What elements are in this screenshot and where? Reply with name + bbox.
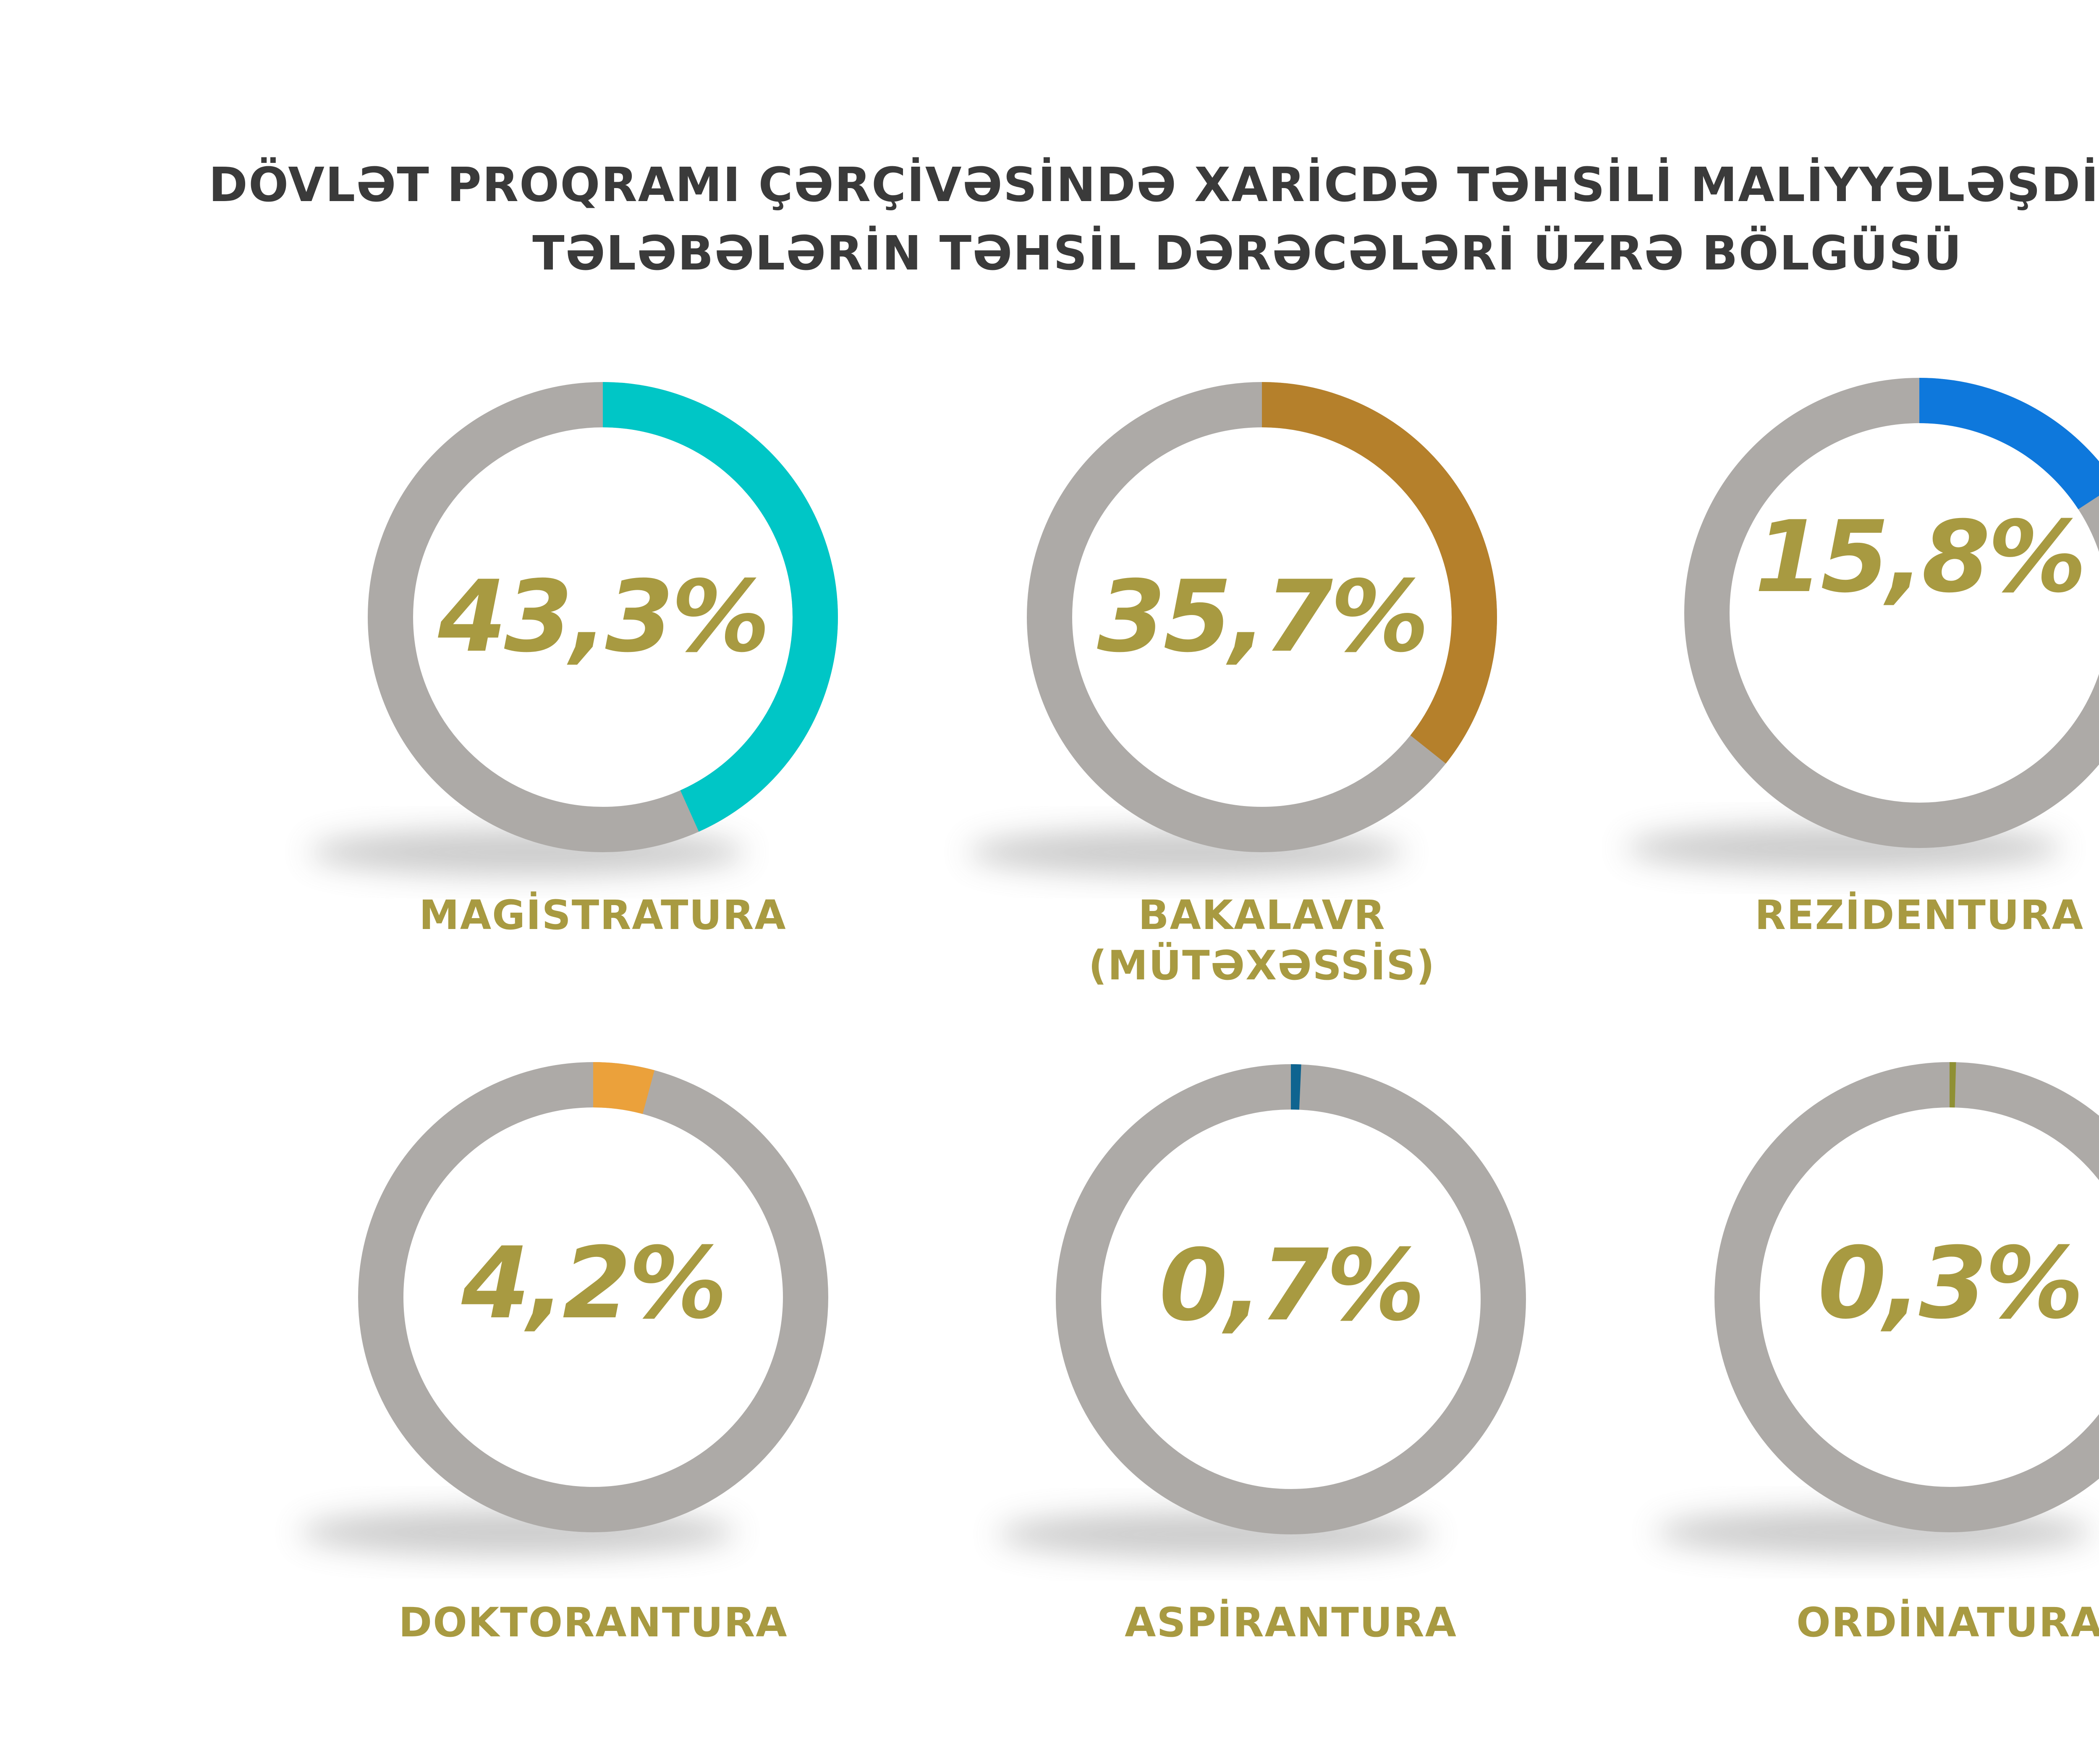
donut-svg (997, 1064, 1526, 1557)
value-aspirantura: 0,7% (1159, 1228, 1425, 1343)
label-text: MAGİSTRATURA (419, 892, 787, 939)
donut-svg (309, 382, 838, 875)
label-text: REZİDENTURA (1754, 892, 2084, 939)
donut-rezidentura: 15,8% (1625, 369, 2099, 871)
donut-value-arc (368, 382, 838, 852)
value-magistratura: 43,3% (438, 560, 770, 674)
donut-ordinatura: 0,3% (1656, 1054, 2099, 1555)
chart-title-line-1: DÖVLƏT PROQRAMI ÇƏRÇİVƏSİNDƏ XARİCDƏ TƏH… (209, 158, 2099, 212)
label-rezidentura: REZİDENTURA (1676, 890, 2099, 940)
label-doktorantura: DOKTORANTURA (350, 1597, 837, 1648)
donut-svg (1625, 378, 2099, 871)
donut-svg (299, 1062, 828, 1555)
donut-svg (1656, 1062, 2099, 1555)
donut-bakalavr: 35,7% (968, 374, 1505, 875)
value-rezidentura: 15,8% (1754, 500, 2086, 615)
label-magistratura: MAGİSTRATURA (359, 890, 846, 940)
donut-value-arc (1027, 382, 1497, 852)
donut-magistratura: 43,3% (309, 374, 846, 875)
donut-aspirantura: 0,7% (997, 1056, 1534, 1557)
label-text: DOKTORANTURA (398, 1599, 788, 1646)
label-aspirantura: ASPİRANTURA (1047, 1597, 1534, 1648)
value-bakalavr: 35,7% (1097, 560, 1429, 674)
label-text: ORDİNATURA (1796, 1599, 2099, 1646)
donut-doktorantura: 4,2% (299, 1054, 837, 1555)
donut-value-arc (1684, 378, 2099, 848)
value-doktorantura: 4,2% (461, 1226, 728, 1341)
label-ordinatura: ORDİNATURA (1706, 1597, 2099, 1648)
donut-value-arc (1714, 1062, 2099, 1532)
donut-svg (968, 382, 1497, 875)
donut-value-arc (358, 1062, 828, 1532)
chart-title-line-2: TƏLƏBƏLƏRİN TƏHSİL DƏRƏCƏLƏRİ ÜZRƏ BÖLGÜ… (532, 226, 1963, 281)
value-ordinatura: 0,3% (1818, 1226, 2084, 1341)
label-text: BAKALAVR (1138, 892, 1386, 939)
label-text: ASPİRANTURA (1125, 1599, 1457, 1646)
label-bakalavr: BAKALAVR (MÜTƏXƏSSİS) (1018, 890, 1505, 991)
label-subtext: (MÜTƏXƏSSİS) (1088, 942, 1436, 989)
donut-value-arc (1056, 1064, 1526, 1534)
